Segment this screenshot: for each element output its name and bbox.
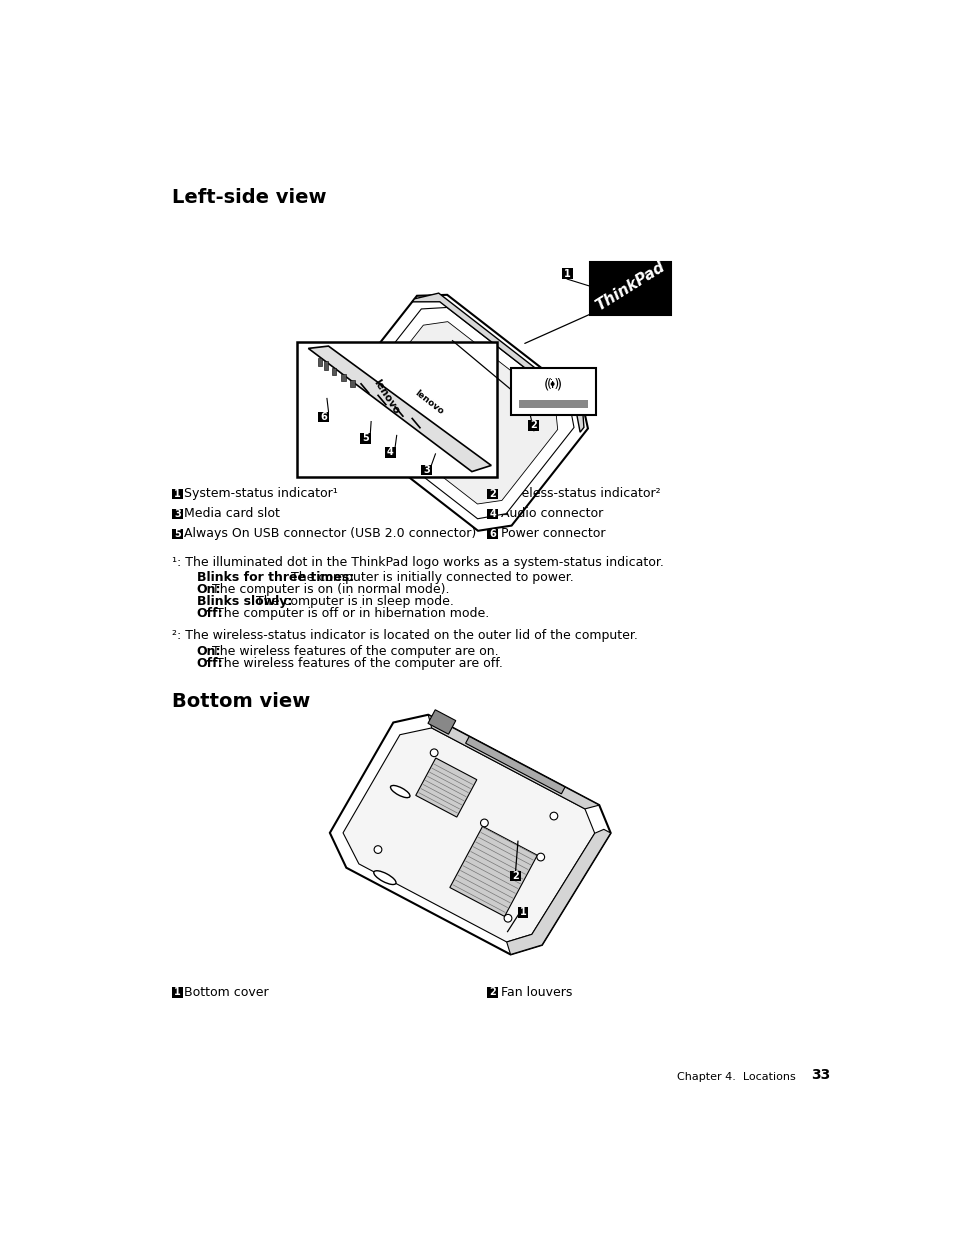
Text: The wireless features of the computer are off.: The wireless features of the computer ar… bbox=[213, 657, 503, 669]
Text: 2: 2 bbox=[489, 987, 496, 997]
FancyBboxPatch shape bbox=[318, 411, 329, 422]
FancyBboxPatch shape bbox=[487, 987, 497, 998]
Circle shape bbox=[550, 813, 558, 820]
Text: 2: 2 bbox=[530, 420, 537, 431]
FancyBboxPatch shape bbox=[172, 489, 183, 499]
Text: Off:: Off: bbox=[196, 606, 223, 620]
Text: 2: 2 bbox=[489, 489, 496, 499]
Text: The computer is on (in normal mode).: The computer is on (in normal mode). bbox=[209, 583, 450, 595]
Text: Media card slot: Media card slot bbox=[184, 508, 280, 520]
Text: lenovo: lenovo bbox=[413, 388, 445, 416]
Polygon shape bbox=[428, 710, 456, 734]
Text: 6: 6 bbox=[320, 412, 327, 422]
Polygon shape bbox=[506, 830, 610, 955]
FancyBboxPatch shape bbox=[510, 871, 520, 882]
FancyBboxPatch shape bbox=[332, 368, 335, 375]
Text: ¹: The illuminated dot in the ThinkPad logo works as a system-status indicator.: ¹: The illuminated dot in the ThinkPad l… bbox=[172, 556, 663, 568]
Text: (•): (•) bbox=[543, 378, 562, 391]
Text: 1: 1 bbox=[173, 987, 180, 997]
Text: 2: 2 bbox=[512, 871, 518, 881]
FancyBboxPatch shape bbox=[421, 464, 432, 475]
Text: Audio connector: Audio connector bbox=[500, 508, 602, 520]
Text: 5: 5 bbox=[173, 529, 180, 538]
FancyBboxPatch shape bbox=[340, 374, 345, 380]
Text: Bottom view: Bottom view bbox=[172, 692, 310, 711]
FancyBboxPatch shape bbox=[561, 268, 572, 279]
Ellipse shape bbox=[390, 785, 410, 798]
Polygon shape bbox=[340, 295, 587, 531]
Text: 1: 1 bbox=[519, 908, 526, 918]
Polygon shape bbox=[354, 308, 574, 519]
Circle shape bbox=[480, 819, 488, 826]
Text: Chapter 4.  Locations: Chapter 4. Locations bbox=[677, 1072, 795, 1082]
Circle shape bbox=[374, 846, 381, 853]
FancyBboxPatch shape bbox=[172, 987, 183, 998]
Text: lenovo: lenovo bbox=[372, 378, 401, 416]
FancyBboxPatch shape bbox=[590, 262, 670, 315]
Polygon shape bbox=[367, 321, 558, 504]
Text: 5: 5 bbox=[362, 433, 369, 443]
Text: 6: 6 bbox=[489, 529, 496, 538]
Text: Off:: Off: bbox=[196, 657, 223, 669]
Text: 33: 33 bbox=[810, 1068, 830, 1082]
FancyBboxPatch shape bbox=[317, 358, 322, 366]
Polygon shape bbox=[416, 758, 476, 818]
Circle shape bbox=[430, 748, 437, 757]
FancyBboxPatch shape bbox=[487, 489, 497, 499]
FancyBboxPatch shape bbox=[385, 447, 395, 458]
FancyBboxPatch shape bbox=[360, 433, 371, 443]
Text: Fan louvers: Fan louvers bbox=[500, 986, 572, 999]
Text: Bottom cover: Bottom cover bbox=[184, 986, 269, 999]
Text: Wireless-status indicator²: Wireless-status indicator² bbox=[500, 488, 659, 500]
Polygon shape bbox=[308, 346, 491, 472]
Text: Left-side view: Left-side view bbox=[172, 188, 326, 207]
Text: On:: On: bbox=[196, 645, 221, 658]
Text: 4: 4 bbox=[387, 447, 394, 457]
FancyBboxPatch shape bbox=[511, 368, 596, 415]
Text: ²: The wireless-status indicator is located on the outer lid of the computer.: ²: The wireless-status indicator is loca… bbox=[172, 630, 638, 642]
Text: 1: 1 bbox=[563, 269, 570, 279]
Polygon shape bbox=[343, 727, 594, 942]
Text: The wireless features of the computer are on.: The wireless features of the computer ar… bbox=[209, 645, 498, 658]
Polygon shape bbox=[450, 826, 537, 916]
FancyBboxPatch shape bbox=[350, 380, 355, 387]
Text: Blinks slowly:: Blinks slowly: bbox=[196, 595, 292, 608]
Text: ThinkPad: ThinkPad bbox=[593, 259, 667, 314]
Polygon shape bbox=[330, 715, 610, 955]
Text: 1: 1 bbox=[173, 489, 180, 499]
Text: 3: 3 bbox=[423, 466, 430, 475]
FancyBboxPatch shape bbox=[487, 529, 497, 540]
Circle shape bbox=[537, 853, 544, 861]
Text: Blinks for three times:: Blinks for three times: bbox=[196, 571, 354, 584]
Text: System-status indicator¹: System-status indicator¹ bbox=[184, 488, 337, 500]
FancyBboxPatch shape bbox=[297, 342, 497, 477]
Text: On:: On: bbox=[196, 583, 221, 595]
FancyBboxPatch shape bbox=[487, 509, 497, 520]
Polygon shape bbox=[412, 293, 583, 432]
FancyBboxPatch shape bbox=[518, 400, 587, 408]
Text: The computer is initially connected to power.: The computer is initially connected to p… bbox=[287, 571, 573, 584]
Ellipse shape bbox=[374, 871, 395, 884]
Polygon shape bbox=[428, 715, 598, 809]
FancyBboxPatch shape bbox=[323, 362, 328, 370]
Polygon shape bbox=[465, 736, 564, 794]
Text: Always On USB connector (USB 2.0 connector): Always On USB connector (USB 2.0 connect… bbox=[184, 527, 476, 541]
Text: The computer is off or in hibernation mode.: The computer is off or in hibernation mo… bbox=[213, 606, 489, 620]
FancyBboxPatch shape bbox=[528, 420, 538, 431]
FancyBboxPatch shape bbox=[172, 529, 183, 540]
Text: The computer is in sleep mode.: The computer is in sleep mode. bbox=[252, 595, 453, 608]
Text: (ı̇): (ı̇) bbox=[546, 378, 559, 391]
FancyBboxPatch shape bbox=[172, 509, 183, 520]
Text: Power connector: Power connector bbox=[500, 527, 604, 541]
Circle shape bbox=[503, 914, 512, 923]
FancyBboxPatch shape bbox=[517, 906, 528, 918]
Text: 3: 3 bbox=[173, 509, 180, 519]
Text: 4: 4 bbox=[489, 509, 496, 519]
